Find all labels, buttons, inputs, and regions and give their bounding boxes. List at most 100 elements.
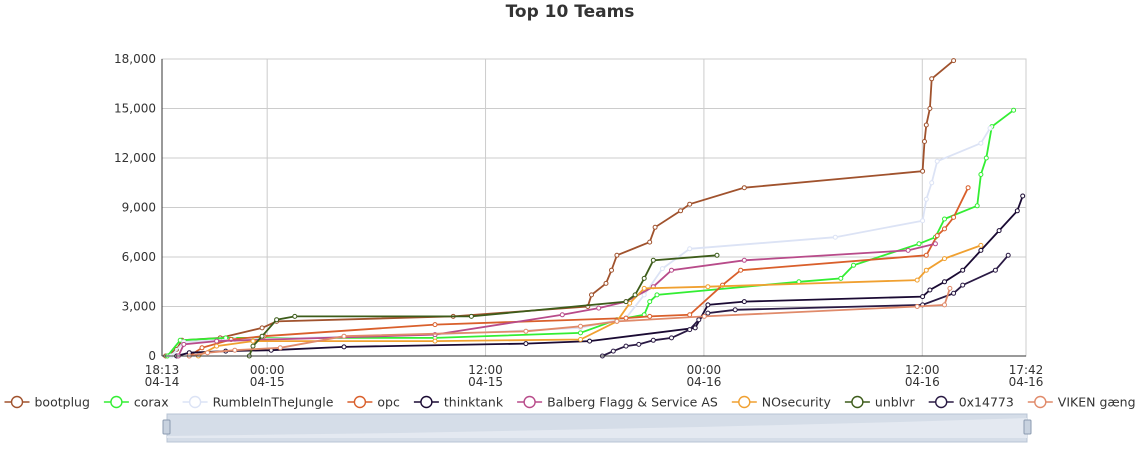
data-point xyxy=(669,335,674,341)
data-point xyxy=(927,287,933,293)
data-point xyxy=(250,338,256,344)
legend-item[interactable]: opc xyxy=(347,395,400,410)
data-point xyxy=(838,275,844,281)
series-line xyxy=(166,109,1015,357)
data-point xyxy=(978,140,984,146)
data-point xyxy=(914,304,920,309)
legend-item[interactable]: thinktank xyxy=(413,395,504,410)
series-line xyxy=(165,59,955,357)
data-point xyxy=(942,279,947,285)
data-point xyxy=(934,158,940,164)
x-tick-label-time: 12:00 xyxy=(468,363,503,377)
data-point xyxy=(636,341,642,347)
data-point xyxy=(292,313,298,319)
series-line xyxy=(188,187,969,357)
legend-swatch-marker xyxy=(935,395,948,409)
data-point xyxy=(987,125,993,131)
data-point xyxy=(214,343,220,349)
legend-item[interactable]: Balberg Flagg & Service AS xyxy=(517,395,718,410)
data-point xyxy=(942,226,947,232)
data-point xyxy=(701,313,707,319)
legend-item[interactable]: corax xyxy=(103,395,169,410)
y-tick-label: 18,000 xyxy=(114,52,156,66)
data-point xyxy=(978,247,984,253)
data-point xyxy=(641,292,647,298)
data-point xyxy=(652,224,658,230)
data-point xyxy=(914,277,920,283)
data-point xyxy=(232,347,238,353)
legend-item[interactable]: bootplug xyxy=(4,395,90,410)
legend-item[interactable]: RumbleInTheJungle xyxy=(182,395,334,410)
data-point xyxy=(614,252,620,258)
data-point xyxy=(714,252,720,258)
data-point xyxy=(259,333,265,339)
legend-label: bootplug xyxy=(35,395,90,410)
x-tick-label-date: 04-14 xyxy=(145,375,180,389)
data-point xyxy=(705,310,711,316)
series-unblvr xyxy=(246,252,720,359)
x-tick-label-date: 04-15 xyxy=(250,375,285,389)
y-tick-label: 3,000 xyxy=(122,300,156,314)
data-point xyxy=(432,338,438,344)
data-point xyxy=(259,325,265,331)
data-point xyxy=(578,337,583,342)
data-point xyxy=(647,299,653,305)
data-point xyxy=(277,345,283,351)
legend-swatch-marker xyxy=(10,395,24,409)
data-point xyxy=(1020,193,1026,199)
y-tick-label: 9,000 xyxy=(122,201,156,215)
data-point xyxy=(732,307,738,313)
data-point xyxy=(960,267,966,273)
legend-item[interactable]: 0x14773 xyxy=(928,395,1014,410)
data-point xyxy=(705,284,711,290)
legend-label: RumbleInTheJungle xyxy=(213,395,334,410)
series-viken-g-ng xyxy=(186,285,953,359)
data-point xyxy=(659,266,665,272)
data-point xyxy=(851,262,856,268)
data-point xyxy=(978,242,984,248)
data-point xyxy=(738,267,744,273)
data-point xyxy=(523,328,529,334)
legend-swatch-marker xyxy=(738,395,751,409)
data-point xyxy=(654,292,660,298)
data-point xyxy=(1014,208,1020,214)
data-point xyxy=(623,343,629,349)
legend-swatch-marker xyxy=(188,395,202,409)
data-point xyxy=(929,180,935,186)
series-layer xyxy=(163,58,1026,359)
data-point xyxy=(578,330,583,336)
data-point xyxy=(205,350,210,356)
data-point xyxy=(923,252,929,258)
data-point xyxy=(1011,107,1017,113)
data-point xyxy=(432,322,438,328)
legend-swatch-marker xyxy=(851,395,864,409)
zoom-slider[interactable] xyxy=(162,413,1032,443)
series-rumbleinthejungle xyxy=(168,125,993,359)
data-point xyxy=(942,256,947,262)
x-tick-label-time: 00:00 xyxy=(687,363,722,377)
legend-item[interactable]: NOsecurity xyxy=(731,395,832,410)
legend-item[interactable]: VIKEN gæng xyxy=(1027,395,1136,410)
x-tick-label-date: 04-16 xyxy=(905,375,940,389)
legend-label: thinktank xyxy=(444,395,504,410)
series-line xyxy=(170,127,991,357)
data-point xyxy=(741,185,747,191)
data-point xyxy=(610,348,616,354)
data-point xyxy=(589,292,594,298)
x-tick-label-time: 00:00 xyxy=(250,363,285,377)
data-point xyxy=(687,201,693,207)
data-point xyxy=(603,280,609,286)
data-point xyxy=(929,76,935,82)
y-tick-label: 12,000 xyxy=(114,151,156,165)
x-tick-label-date: 04-16 xyxy=(686,375,721,389)
data-point xyxy=(934,233,940,239)
data-point xyxy=(905,247,911,253)
zoom-handle-right[interactable] xyxy=(1023,419,1032,435)
data-point xyxy=(523,341,529,347)
data-point xyxy=(1005,252,1011,258)
zoom-handle-left[interactable] xyxy=(162,419,171,435)
data-point xyxy=(692,325,698,331)
legend-swatch-marker xyxy=(110,395,123,409)
data-point xyxy=(623,315,629,321)
legend-item[interactable]: unblvr xyxy=(844,395,916,410)
